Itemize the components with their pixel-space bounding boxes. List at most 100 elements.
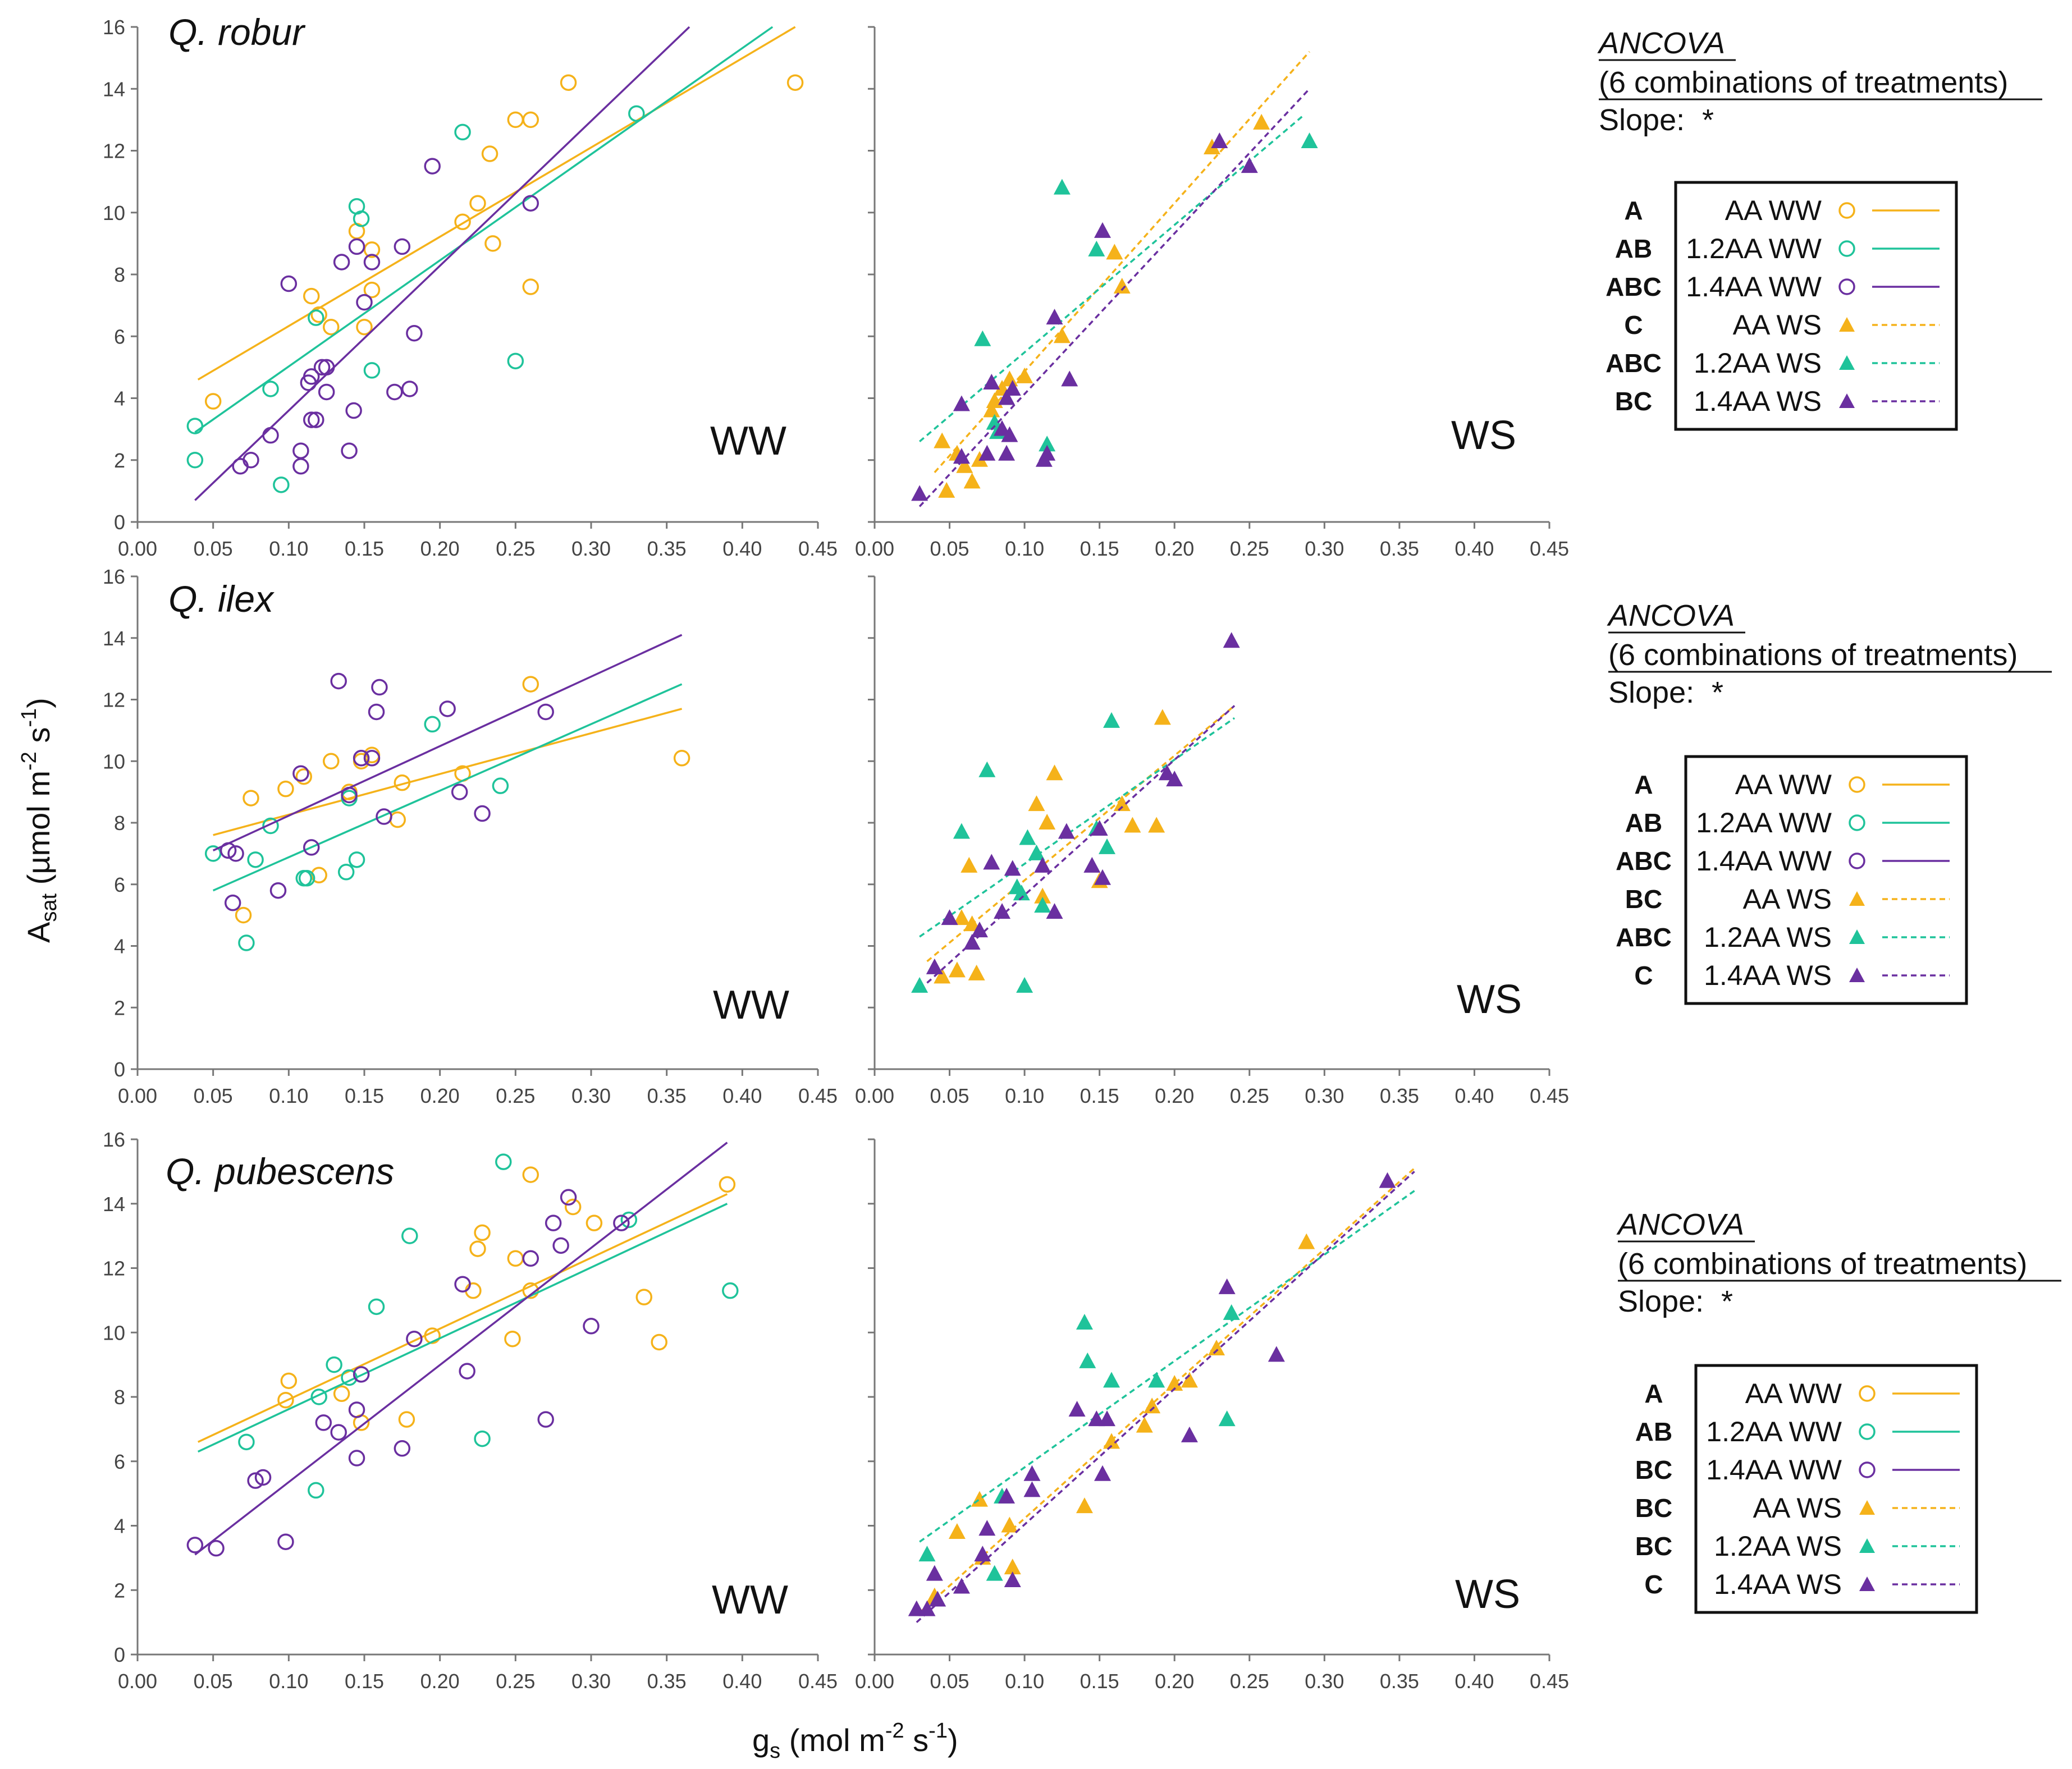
fit-line-1.2aa-ws (919, 116, 1303, 443)
legend-label: 1.4AA WW (1686, 271, 1822, 303)
data-point (1046, 903, 1063, 919)
x-tick-label: 0.35 (1380, 537, 1419, 560)
fit-line-1.2aa-ww (194, 26, 774, 433)
x-tick-label: 0.00 (118, 1084, 157, 1107)
x-tick-label: 0.10 (1005, 1670, 1044, 1693)
data-point (1004, 1571, 1021, 1588)
data-point (356, 318, 373, 336)
data-point (956, 457, 973, 473)
data-point (1016, 977, 1033, 993)
x-tick-label: 0.35 (647, 1084, 687, 1107)
ancova-slope-sig: * (1712, 676, 1723, 709)
data-point (948, 1523, 966, 1539)
data-point (341, 1369, 358, 1386)
data-point (318, 383, 335, 401)
data-point (186, 1537, 204, 1553)
legend-box-1: A AA WW AB 1.2AA WW ABC 1.4AA WW BC AA WS ABC 1.2… (1616, 755, 1968, 1005)
data-point (318, 359, 335, 376)
legend-label: 1.2AA WW (1696, 807, 1832, 838)
data-point (348, 851, 365, 868)
legend-label: 1.4AA WS (1704, 960, 1832, 991)
legend-letter: AB (1615, 234, 1652, 263)
legend-label: 1.2AA WS (1694, 347, 1822, 379)
data-point (1001, 1516, 1018, 1533)
data-point (308, 411, 324, 428)
legend-box-0: A AA WW AB 1.2AA WW ABC 1.4AA WW C AA WS ABC 1.2A… (1606, 181, 1958, 431)
legend-circle-icon (1838, 240, 1855, 257)
legend-letter: C (1644, 1570, 1663, 1599)
data-point (1068, 1400, 1086, 1417)
data-point (1166, 1375, 1183, 1391)
condition-ww-robur: WW (710, 419, 786, 464)
ancova-title: ANCOVA (1597, 26, 1725, 60)
legend-letter: BC (1635, 1493, 1672, 1523)
x-tick-label: 0.15 (1080, 1670, 1119, 1693)
data-point (1023, 1465, 1041, 1481)
legend-triangle-icon (1839, 393, 1855, 408)
data-point (1058, 823, 1075, 839)
data-point (1039, 436, 1056, 452)
data-point (345, 402, 362, 419)
data-point (1298, 1233, 1315, 1249)
fit-line-1.4aa-ww (194, 26, 690, 501)
ancova-title: ANCOVA (1616, 1208, 1744, 1241)
data-point (1154, 709, 1171, 725)
legend-label: 1.4AA WW (1706, 1454, 1842, 1486)
data-point (1083, 856, 1101, 873)
data-point (953, 395, 970, 411)
data-point (911, 977, 928, 993)
x-tick-label: 0.45 (798, 537, 838, 560)
data-point (994, 903, 1011, 919)
data-point (934, 968, 951, 984)
x-tick-label: 0.15 (1080, 1084, 1119, 1107)
data-point (560, 74, 577, 91)
y-axis-label: Asat (µmol m-2 s-1) (17, 698, 61, 943)
data-point (1253, 113, 1270, 130)
data-point (326, 1356, 342, 1373)
data-point (363, 254, 381, 271)
legend-letter: ABC (1616, 923, 1672, 952)
legend-letter: A (1624, 196, 1643, 225)
data-point (998, 1487, 1016, 1504)
y-tick-label: 6 (114, 1450, 125, 1473)
ancova-robur: ANCOVA (6 combinations of treatments) Sl… (1597, 26, 2042, 137)
y-tick-label: 2 (114, 1579, 125, 1602)
data-point (406, 324, 423, 342)
x-tick-label: 0.15 (345, 537, 384, 560)
data-point (363, 362, 381, 379)
data-point (1004, 1559, 1021, 1575)
data-point (537, 703, 554, 721)
legend-triangle-icon (1849, 929, 1865, 944)
data-point (522, 1250, 539, 1267)
data-point (1039, 444, 1056, 461)
y-tick-label: 0 (114, 1058, 125, 1081)
data-point (620, 1211, 638, 1229)
data-point (371, 679, 388, 696)
legend-label: 1.4AA WS (1714, 1569, 1842, 1600)
data-point (926, 958, 943, 974)
legend-triangle-icon (1839, 355, 1855, 370)
data-point (786, 74, 804, 91)
data-point (1241, 157, 1258, 173)
legend-circle-icon (1849, 776, 1865, 793)
data-point (394, 1440, 411, 1457)
x-tick-label: 0.20 (420, 537, 460, 560)
data-point (1076, 1497, 1093, 1514)
y-tick-label: 8 (114, 812, 125, 835)
data-point (971, 922, 988, 938)
data-point (911, 485, 928, 501)
data-point (389, 811, 406, 828)
data-point (1004, 379, 1021, 396)
data-point (348, 1450, 365, 1466)
x-tick-label: 0.30 (571, 1670, 611, 1693)
condition-ws-robur: WS (1451, 413, 1516, 458)
x-tick-label: 0.30 (1305, 1084, 1344, 1107)
legend-circle-icon (1859, 1461, 1876, 1478)
x-tick-label: 0.40 (722, 1670, 762, 1693)
data-point (1094, 1465, 1112, 1481)
legend-circle-icon (1838, 202, 1855, 219)
x-tick-label: 0.05 (930, 537, 969, 560)
x-tick-label: 0.35 (647, 537, 687, 560)
data-point (998, 444, 1016, 461)
